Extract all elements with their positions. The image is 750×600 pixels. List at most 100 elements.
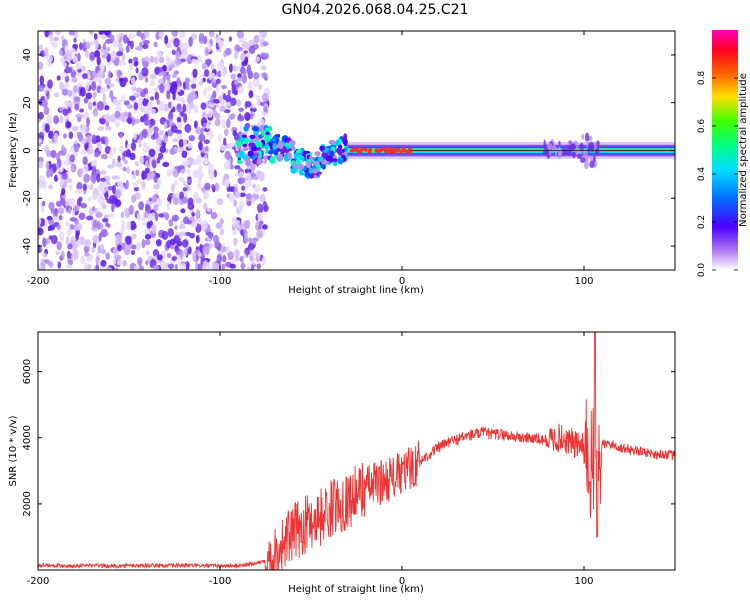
noise-blob [38, 61, 44, 70]
noise-blob [53, 132, 59, 142]
signal-peak [384, 149, 388, 153]
noise-blob [111, 203, 115, 213]
noise-blob [147, 145, 151, 150]
noise-blob [187, 246, 192, 255]
disturbance-blob [567, 148, 573, 157]
noise-blob [170, 245, 175, 250]
noise-blob [222, 93, 227, 101]
noise-blob [176, 103, 182, 110]
noise-blob [101, 54, 108, 59]
noise-blob [70, 146, 74, 153]
noise-blob [86, 117, 90, 127]
noise-blob [167, 196, 172, 202]
noise-blob [133, 61, 139, 67]
noise-blob [202, 202, 208, 210]
noise-blob [221, 119, 226, 129]
noise-blob [129, 40, 134, 50]
noise-blob [171, 214, 179, 222]
noise-blob [206, 86, 212, 92]
noise-blob [119, 145, 125, 154]
noise-blob [114, 121, 121, 128]
noise-blob [44, 218, 48, 228]
noise-blob [166, 252, 172, 259]
noise-blob [123, 111, 129, 117]
noise-blob [150, 73, 157, 80]
noise-blob [238, 107, 244, 112]
noise-blob [187, 92, 195, 103]
noise-blob [38, 182, 41, 191]
noise-blob [101, 203, 107, 210]
disturbance-blob [558, 140, 561, 147]
noise-blob [240, 229, 244, 236]
noise-blob [182, 81, 187, 90]
noise-blob [55, 250, 60, 255]
noise-blob [131, 85, 137, 92]
noise-blob [260, 101, 265, 107]
noise-blob [63, 100, 70, 107]
noise-blob [135, 241, 141, 251]
noise-blob [228, 186, 236, 192]
snr-ylabel: SNR (10 * v/v) [8, 415, 19, 486]
noise-blob [130, 141, 137, 151]
noise-blob [223, 109, 231, 114]
onset-blob [297, 163, 304, 170]
noise-blob [183, 181, 187, 187]
noise-blob [57, 261, 62, 269]
noise-blob [129, 220, 137, 231]
disturbance-blob [580, 157, 586, 163]
noise-blob [126, 143, 131, 150]
noise-blob [47, 261, 53, 266]
noise-blob [129, 95, 136, 101]
noise-blob [204, 113, 210, 118]
noise-blob [245, 181, 253, 187]
noise-blob [105, 222, 110, 228]
noise-blob [73, 204, 80, 212]
noise-blob [69, 154, 75, 163]
noise-blob [197, 218, 203, 225]
noise-blob [141, 128, 148, 139]
noise-blob [142, 43, 149, 50]
noise-blob [135, 87, 143, 93]
noise-blob [204, 182, 211, 191]
noise-blob [105, 39, 112, 44]
noise-blob [78, 212, 86, 220]
noise-blob [106, 46, 111, 52]
noise-blob [171, 183, 175, 193]
noise-blob [211, 78, 217, 84]
noise-blob [176, 77, 181, 86]
noise-blob [162, 64, 167, 72]
noise-blob [241, 41, 249, 50]
noise-blob [122, 224, 126, 230]
noise-blob [54, 92, 60, 98]
noise-blob [105, 252, 110, 260]
noise-blob [194, 93, 198, 100]
noise-blob [114, 254, 122, 260]
noise-blob [121, 54, 126, 61]
colorbar-tick-label: 0.4 [697, 167, 707, 182]
noise-blob [77, 168, 83, 178]
noise-blob [67, 89, 73, 97]
noise-blob [233, 191, 241, 199]
noise-blob [194, 120, 198, 129]
noise-blob [142, 105, 150, 114]
onset-blob [265, 131, 270, 135]
noise-blob [238, 37, 245, 44]
noise-blob [227, 89, 231, 96]
noise-blob [152, 161, 157, 169]
noise-blob [208, 171, 215, 180]
noise-blob [201, 62, 207, 70]
x-tick-label: -100 [209, 576, 232, 587]
noise-blob [89, 41, 95, 46]
onset-blob [264, 135, 271, 143]
x-tick-label: 100 [574, 276, 593, 287]
signal-peak [399, 150, 404, 154]
noise-blob [153, 204, 159, 212]
noise-blob [99, 188, 107, 194]
noise-blob [203, 87, 207, 97]
noise-blob [90, 174, 97, 184]
noise-blob [236, 77, 243, 82]
noise-blob [236, 99, 242, 107]
noise-blob [104, 77, 112, 85]
noise-blob [224, 245, 231, 252]
